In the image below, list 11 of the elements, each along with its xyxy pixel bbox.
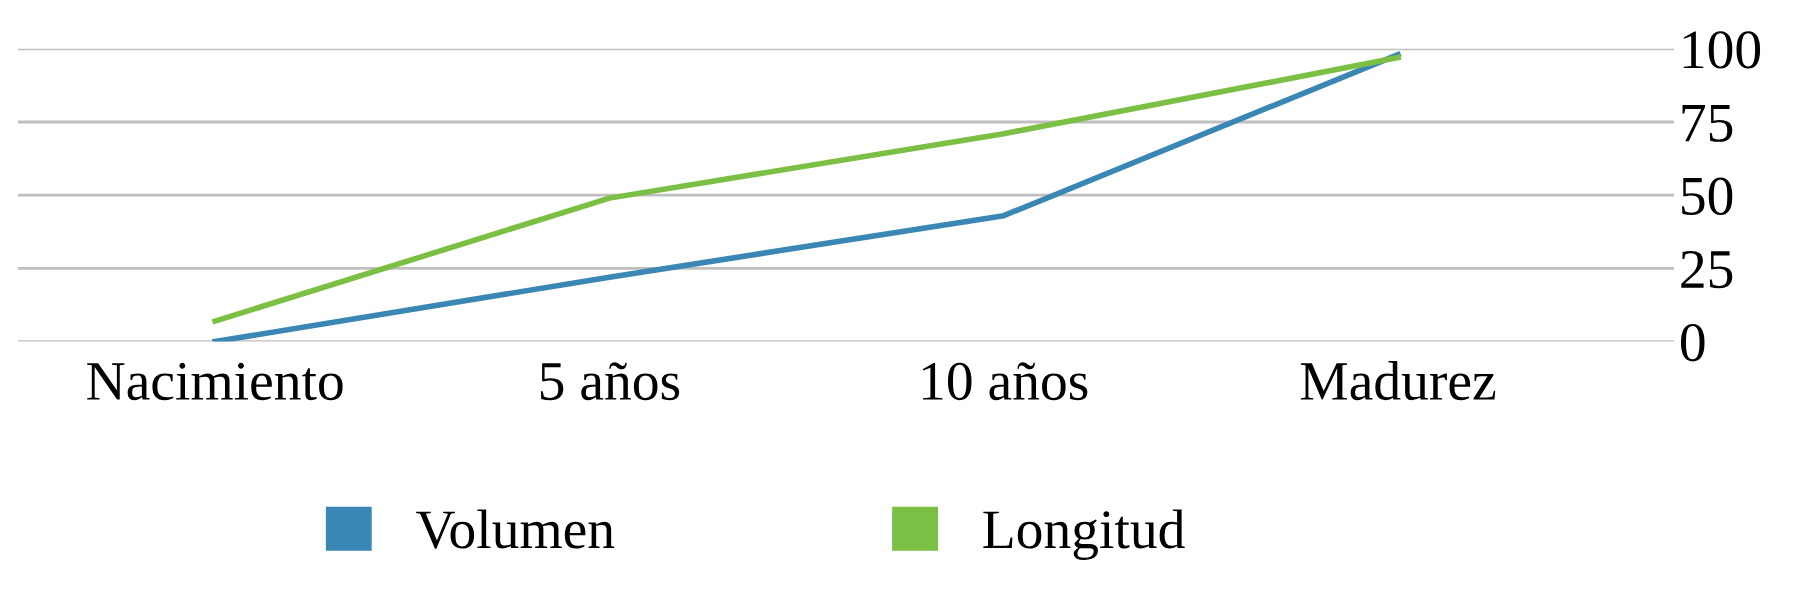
legend-label: Volumen — [416, 509, 615, 549]
y-tick-label: 50 — [1682, 177, 1733, 216]
y-tick-label: 25 — [1681, 250, 1733, 289]
legend-label: Longitud — [983, 509, 1185, 560]
x-tick-label: Madurez — [1300, 361, 1496, 401]
x-tick-label: 10 años — [922, 362, 1088, 401]
x-tick-label: Nacimiento — [87, 362, 343, 401]
x-tick-label: 5 años — [540, 362, 680, 401]
y-tick-label: 100 — [1683, 31, 1761, 69]
y-tick-label: 75 — [1682, 104, 1733, 142]
y-tick-label: 0 — [1680, 323, 1705, 362]
